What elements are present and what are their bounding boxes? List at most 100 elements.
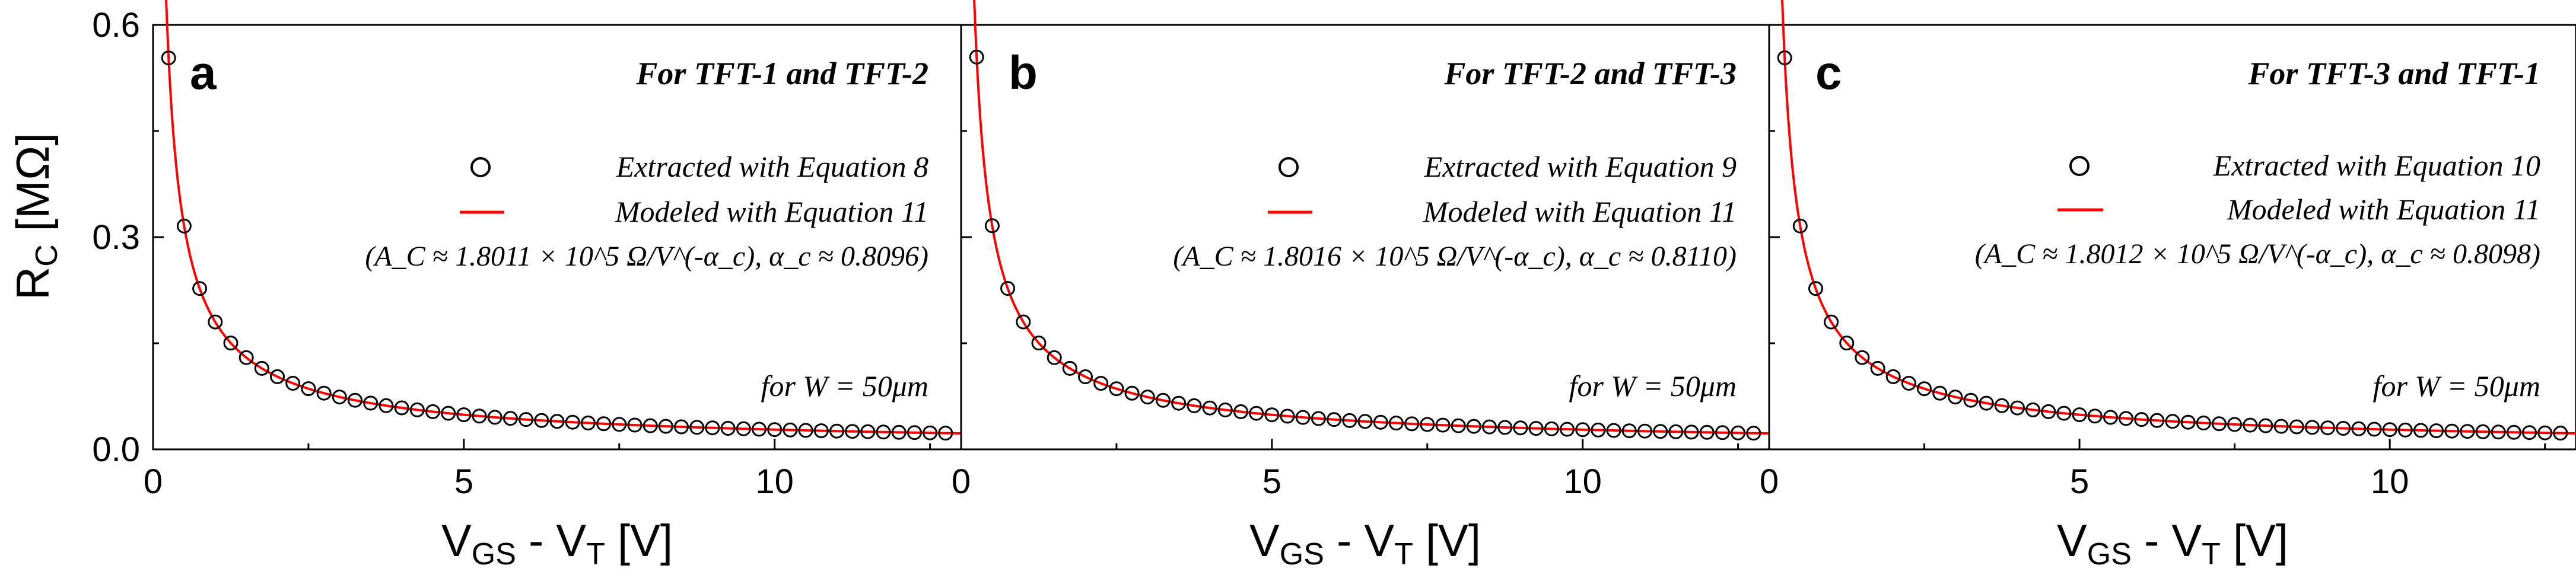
panel-b-data-point [1388,416,1404,431]
panel-c-data-point [2522,425,2537,440]
panel-c-data-point [1963,392,1979,408]
panel-b-data-point [1699,424,1715,440]
panel-b-data-point [1497,420,1513,435]
panel-a-data-point [192,281,208,296]
panel-a-data-point [223,336,238,351]
panel-b-data-point [1249,405,1264,421]
panel-b-legend-marker [1279,157,1299,177]
panel-c-model-curve [1781,0,2576,435]
panel-a-data-point [379,398,394,413]
panel-a-data-point [301,381,316,397]
panel-a-data-point [549,414,565,429]
panel-c-params: (A_C ≈ 1.8012 × 10^5 Ω/V^(-α_c), α_c ≈ 0… [1975,238,2540,270]
panel-b-data-point [1016,314,1031,330]
panel-a-data-point [767,422,783,438]
panel-c-data-point [2165,414,2180,429]
panel-c-data-point [2351,421,2367,436]
panel-b-data-point [1451,418,1466,433]
panel-b-data-point [1357,414,1373,429]
panel-b-data-point [1280,408,1295,424]
panel-a-data-point [316,385,332,401]
panel-c-data-point [2491,424,2506,440]
panel-a-data-point [752,421,767,437]
panel-b-data-point [1295,410,1311,425]
panel-c-data-point [2103,410,2118,425]
panel-a-data-point [829,423,844,439]
panel-c-legend-modeled: Modeled with Equation 11 [2227,193,2540,226]
panel-a-data-point [876,424,891,440]
panel-a-data-point [845,424,860,439]
panel-b-data-point [1264,407,1280,423]
panel-a-data-point [891,424,907,440]
panel-c-data-point [2258,418,2273,433]
panel-b: 0 5 10 b For TFT-2 and TFT-3 Extracted wit… [952,0,1770,501]
panel-a-data-point [798,423,813,438]
panel-a-data-point [938,426,953,441]
panel-a-data-point [425,404,440,419]
panel-a-data-point [441,405,456,421]
panel-b-data-point [1187,398,1202,413]
panel-a-data-point [456,407,472,423]
panel-c-xtick-label: 5 [2070,462,2089,501]
panel-a-data-point [813,423,829,439]
panel-c-data-point [2243,417,2258,433]
panel-c-data-point [1792,218,1808,234]
panel-a-data-point [208,314,223,330]
panel-a-data-point [860,424,876,439]
panel-a-data-point [565,414,580,430]
panel-b-data-point [1093,376,1109,391]
panel-b-data-point [1435,417,1451,433]
panel-b-data-point [1684,424,1699,440]
panel-a-data-point [285,376,301,391]
panel-b-data-point [1202,400,1217,416]
panel-b-xtick-label: 5 [1262,462,1281,501]
panel-a-data-point [176,218,192,234]
panel-a-data-point [503,411,518,426]
panel-a-data-point [270,369,285,384]
panel-b-data-point [1606,423,1621,438]
y-axis-title-unit: [MΩ] [7,133,59,244]
panel-b-xtick-label: 0 [952,462,971,501]
x-axis-title-xlabel-main: V [441,516,472,566]
panel-a-data-point [161,50,176,66]
panel-a-params: (A_C ≈ 1.8011 × 10^5 Ω/V^(-α_c), α_c ≈ 0… [365,241,928,272]
panel-c-data-point [2413,423,2428,438]
panel-c-data-point [2087,408,2103,424]
panel-b-data-point [1109,381,1124,397]
panel-b-data-point [1373,414,1388,430]
panel-a-data-point [720,421,736,436]
panel-b-data-point [1000,281,1016,296]
panel-b-data-point [1171,395,1187,411]
panel-a-data-point [394,400,409,416]
panel-c-data-point [1870,360,1885,376]
panel-b-data-point [1560,421,1575,437]
panel-c-data-point [2429,423,2444,439]
panel-b-data-point [1653,424,1668,439]
panel-b-data-point [1420,417,1435,432]
panel-b-data-point [1513,420,1528,436]
panel-b-data-point [969,49,984,65]
x-axis-title-xlabel-unit: [V] [2221,516,2288,566]
panel-a-width-note: for W = 50μm [761,369,928,403]
panel-c-data-point [1885,369,1901,384]
panel-a-data-point [907,425,922,440]
panel-a-data-point [643,418,658,433]
panel-c-data-point [2537,425,2553,440]
panel-c: 0 5 10 c For TFT-3 and TFT-1 Extracted wit… [1760,0,2576,501]
panel-c-data-point [2304,420,2320,435]
panel-c-data-point [2475,424,2491,439]
panel-b-x-axis-title: VGS - VT [V] [1249,516,1481,571]
panel-b-data-point [1047,350,1062,365]
panel-c-data-point [2119,411,2133,426]
panel-b-data-point [1217,403,1233,417]
panel-b-data-point [1591,422,1606,438]
panel-b-data-point [1327,412,1342,427]
panel-c-data-point [2134,412,2149,427]
panel-c-data-point [1777,50,1792,65]
y-axis-title-main: R [7,267,59,300]
panel-b-data-point [1156,392,1171,408]
panel-c-title: For TFT-3 and TFT-1 [2247,56,2540,91]
panel-c-label: c [1815,46,1842,99]
panel-b-data-point [1668,424,1684,439]
panel-a-data-point [596,416,612,432]
